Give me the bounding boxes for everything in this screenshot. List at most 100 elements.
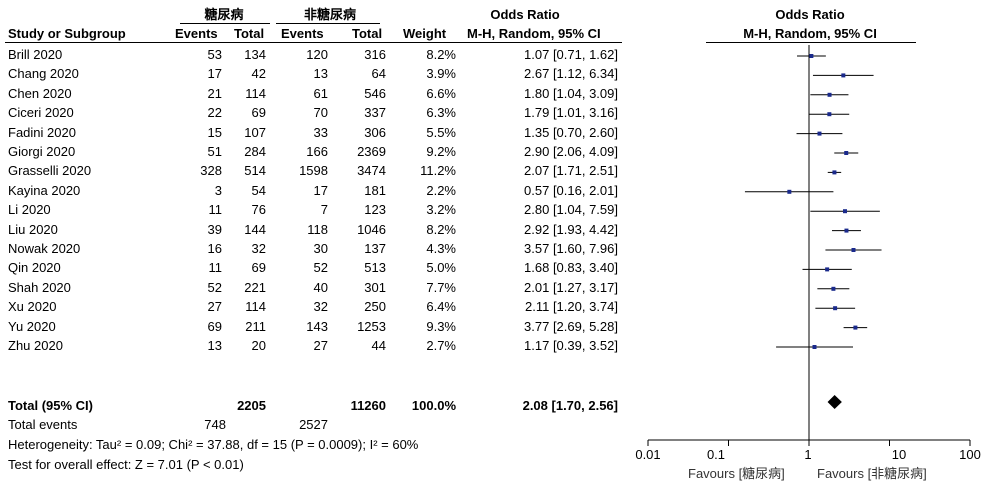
row-total-exp: 54 <box>251 182 266 198</box>
row-study: Fadini 2020 <box>8 124 76 140</box>
row-weight: 3.2% <box>426 202 456 218</box>
study-point <box>827 92 832 97</box>
total-events-exp: 748 <box>204 417 226 432</box>
row-total-exp: 69 <box>251 260 266 276</box>
row-total-ctl: 44 <box>371 338 386 353</box>
tick-label-4: 100 <box>959 447 981 462</box>
row-total-exp: 32 <box>251 241 266 256</box>
row-total-ctl: 546 <box>364 85 386 101</box>
row-events-ctl: 61 <box>313 85 328 101</box>
row-total-ctl: 250 <box>364 299 386 315</box>
row-study: Qin 2020 <box>8 260 61 276</box>
row-study: Chang 2020 <box>8 66 79 82</box>
row-total-ctl: 123 <box>364 202 386 218</box>
row-events-ctl: 32 <box>313 299 328 315</box>
study-point <box>844 151 849 155</box>
group-exp-label: 糖尿病 <box>204 7 244 22</box>
tick-label-0: 0.01 <box>635 447 661 462</box>
study-point <box>831 286 836 291</box>
row-events-ctl: 13 <box>313 66 328 82</box>
row-events-exp: 328 <box>200 163 222 179</box>
row-study: Ciceri 2020 <box>8 105 74 121</box>
row-events-ctl: 120 <box>306 47 328 62</box>
row-ci: 1.80 [1.04, 3.09] <box>524 85 618 101</box>
row-total-ctl: 137 <box>364 241 386 256</box>
row-study: Xu 2020 <box>8 299 57 315</box>
row-ci: 1.79 [1.01, 3.16] <box>524 105 618 121</box>
favours-left-label: Favours [糖尿病] <box>688 466 785 481</box>
row-weight: 8.2% <box>426 47 456 62</box>
row-total-exp: 76 <box>251 202 266 218</box>
row-study: Chen 2020 <box>8 85 72 101</box>
study-point <box>832 170 837 175</box>
row-study: Brill 2020 <box>8 47 63 62</box>
row-total-ctl: 1046 <box>357 221 386 237</box>
row-total-ctl: 181 <box>364 182 386 198</box>
row-total-ctl: 1253 <box>357 318 386 334</box>
row-total-exp: 107 <box>244 124 266 140</box>
row-total-ctl: 316 <box>364 47 386 62</box>
row-total-exp: 114 <box>245 299 266 315</box>
row-total-exp: 514 <box>244 163 266 179</box>
row-total-ctl: 3474 <box>357 163 386 179</box>
total-label: Total (95% CI) <box>8 398 93 413</box>
row-ci: 1.68 [0.83, 3.40] <box>524 260 618 276</box>
row-events-exp: 22 <box>207 105 222 121</box>
table-or-title: Odds Ratio <box>490 7 560 22</box>
header-events-exp: Events <box>175 26 218 41</box>
study-point <box>844 228 849 233</box>
row-ci: 2.11 [1.20, 3.74] <box>525 299 618 315</box>
overall-effect-text: Test for overall effect: Z = 7.01 (P < 0… <box>8 457 244 472</box>
group-ctl-label: 非糖尿病 <box>303 7 356 22</box>
header-study: Study or Subgroup <box>8 26 126 41</box>
row-weight: 9.3% <box>426 318 456 334</box>
row-total-ctl: 306 <box>364 124 386 140</box>
row-events-ctl: 1598 <box>299 163 328 179</box>
study-point <box>833 306 838 311</box>
row-total-ctl: 301 <box>364 279 386 295</box>
row-study: Li 2020 <box>8 202 51 218</box>
row-weight: 11.2% <box>420 163 456 179</box>
row-events-ctl: 27 <box>313 338 328 353</box>
row-ci: 2.67 [1.12, 6.34] <box>524 66 618 82</box>
row-weight: 2.2% <box>426 182 456 198</box>
row-events-ctl: 143 <box>306 318 328 334</box>
row-weight: 8.2% <box>426 221 456 237</box>
row-ci: 1.07 [0.71, 1.62] <box>524 47 618 62</box>
plot-subtitle: M-H, Random, 95% CI <box>743 26 877 41</box>
row-total-exp: 69 <box>251 105 266 121</box>
row-total-exp: 114 <box>245 85 266 101</box>
row-total-exp: 221 <box>244 279 266 295</box>
header-total-exp: Total <box>234 26 265 41</box>
row-total-exp: 134 <box>244 47 266 62</box>
header-or-method: M-H, Random, 95% CI <box>467 26 601 41</box>
row-total-exp: 284 <box>244 144 266 159</box>
row-ci: 2.90 [2.06, 4.09] <box>524 144 618 159</box>
study-point <box>787 189 792 194</box>
row-events-exp: 52 <box>207 279 222 295</box>
row-ci: 0.57 [0.16, 2.01] <box>524 182 618 198</box>
row-study: Giorgi 2020 <box>8 144 76 159</box>
row-events-ctl: 7 <box>320 202 328 218</box>
group-ctl-rule <box>276 23 380 24</box>
row-study: Liu 2020 <box>8 221 58 237</box>
row-total-ctl: 2369 <box>357 144 386 159</box>
row-events-ctl: 166 <box>306 144 328 159</box>
study-point <box>853 325 858 330</box>
row-ci: 2.07 [1.71, 2.51] <box>524 163 618 179</box>
row-events-ctl: 40 <box>313 279 328 295</box>
row-weight: 5.0% <box>426 260 456 276</box>
row-total-ctl: 337 <box>364 105 386 121</box>
row-total-exp: 144 <box>244 221 266 237</box>
row-study: Grasselli 2020 <box>8 163 92 179</box>
row-events-ctl: 17 <box>313 182 328 198</box>
row-study: Nowak 2020 <box>8 241 81 256</box>
row-events-ctl: 70 <box>313 105 328 121</box>
row-events-exp: 21 <box>207 85 222 101</box>
row-events-ctl: 33 <box>313 124 328 140</box>
heterogeneity-text: Heterogeneity: Tau² = 0.09; Chi² = 37.88… <box>8 437 419 452</box>
header-rule <box>5 42 622 43</box>
row-weight: 9.2% <box>426 144 456 159</box>
row-ci: 1.35 [0.70, 2.60] <box>524 124 618 140</box>
